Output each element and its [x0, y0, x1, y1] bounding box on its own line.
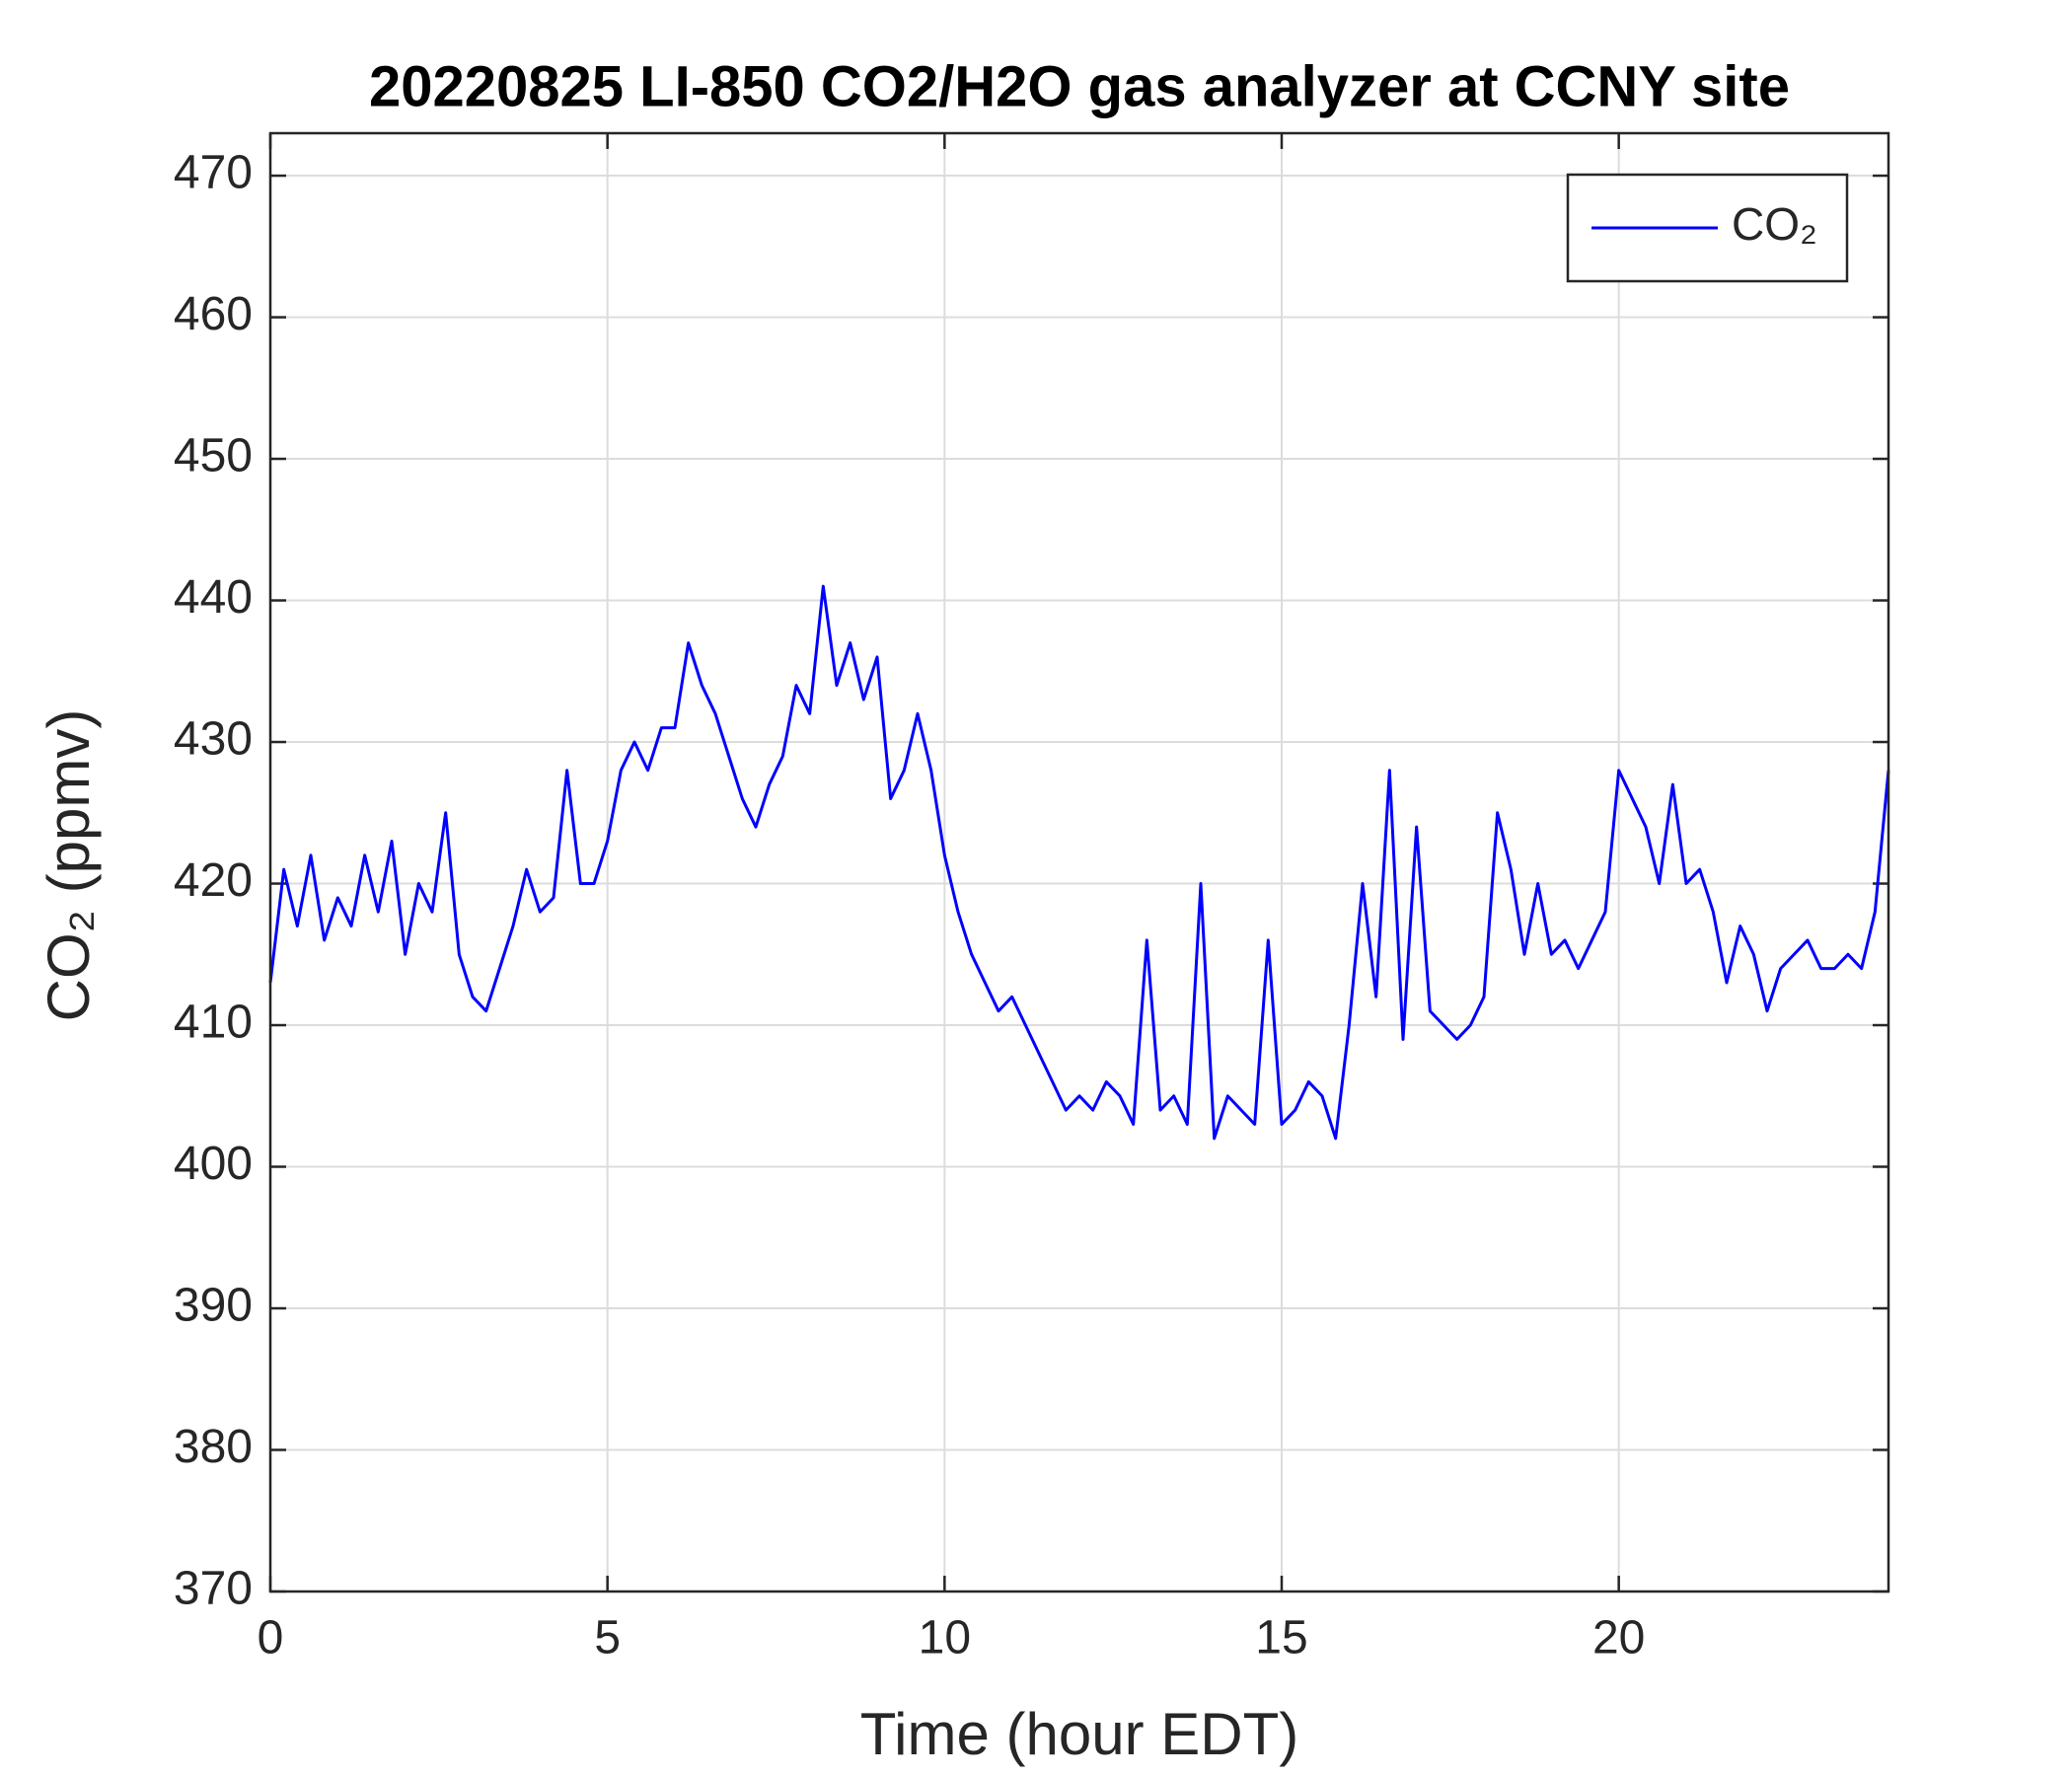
data-line [268, 584, 1890, 1141]
y-tick-label: 370 [174, 1563, 253, 1615]
plot-area [270, 133, 1888, 1591]
x-tick-label: 5 [594, 1612, 621, 1665]
x-axis-label: Time (hour EDT) [860, 1701, 1299, 1767]
y-tick-label: 450 [174, 430, 253, 482]
y-tick-label: 380 [174, 1421, 253, 1473]
y-tick-label: 440 [174, 571, 253, 624]
y-tick-label: 410 [174, 997, 253, 1049]
legend-label: CO₂ [1732, 198, 1817, 250]
x-tick-label: 15 [1255, 1612, 1307, 1665]
x-tick-label: 20 [1592, 1612, 1645, 1665]
y-axis-label: CO₂ (ppmv) [36, 709, 102, 1022]
y-tick-label: 400 [174, 1138, 253, 1190]
axes-box [268, 131, 1890, 1593]
y-tick-label: 460 [174, 288, 253, 340]
y-tick-label: 470 [174, 147, 253, 199]
x-tick-label: 10 [919, 1612, 971, 1665]
y-tick-label: 390 [174, 1280, 253, 1332]
x-tick-label: 0 [258, 1612, 284, 1665]
chart-title: 20220825 LI-850 CO2/H2O gas analyzer at … [369, 54, 1790, 118]
y-tick-label: 420 [174, 854, 253, 907]
y-tick-label: 430 [174, 713, 253, 766]
